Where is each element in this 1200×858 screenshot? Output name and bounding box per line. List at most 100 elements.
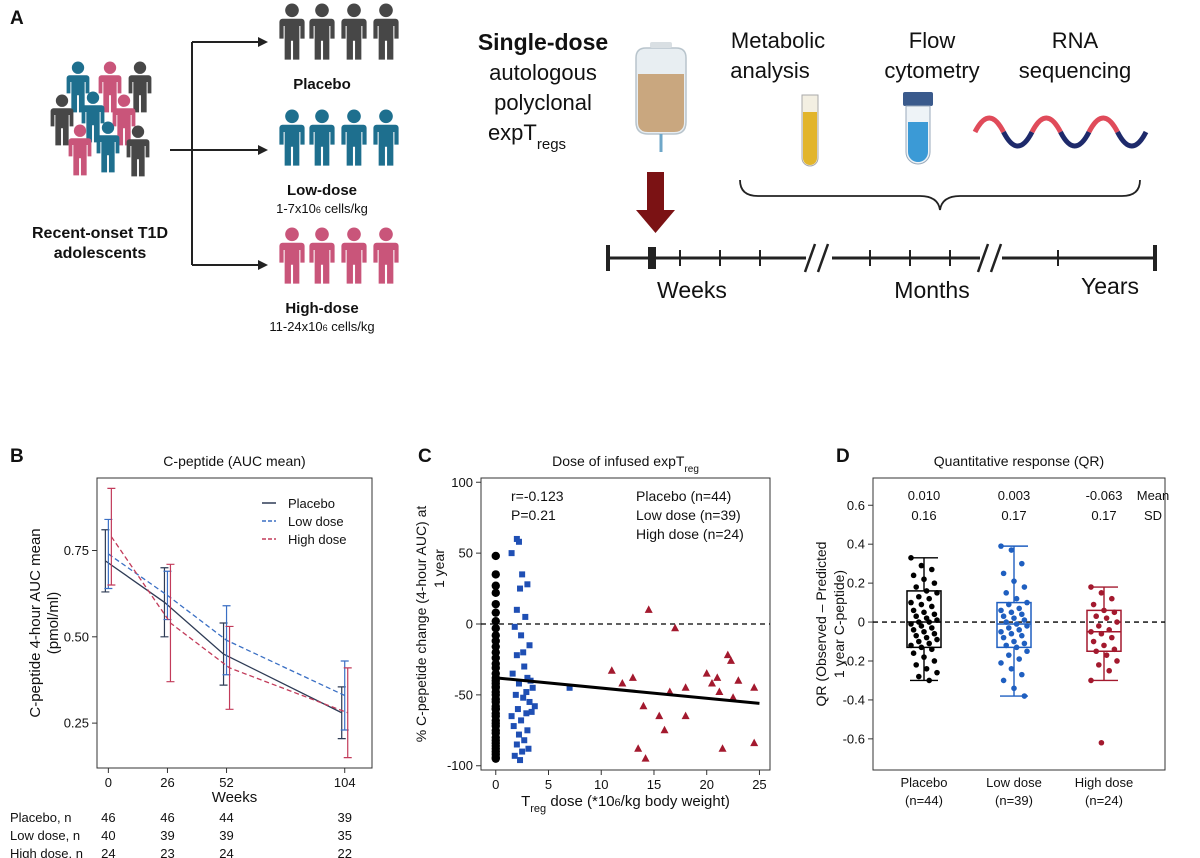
point [607,666,616,674]
person-body [98,75,122,113]
y-axis-label: (pmol/ml) [45,592,62,655]
point [908,555,914,561]
point [524,581,531,588]
point [491,624,500,633]
point [1098,630,1105,637]
legend-label: Placebo [288,496,335,511]
dose-arrow [636,172,675,233]
person-head [379,227,393,242]
point [566,684,573,691]
whisker [910,647,938,682]
point [1109,595,1115,602]
point [931,630,938,637]
point [515,538,522,545]
point [1093,648,1099,655]
y-tick-label: 0 [466,617,473,632]
point [644,605,653,613]
point [671,623,680,632]
text-part: dose (*10 [546,793,614,810]
point [491,616,500,626]
y-tick-label: -50 [454,687,473,702]
x-tick-label: 10 [594,777,608,792]
point [1003,590,1009,596]
point [729,693,738,701]
annotation-label: Mean [1137,488,1170,503]
whisker [1000,545,1028,603]
point [929,646,935,653]
point [929,625,935,631]
point [518,632,525,639]
point [908,642,914,649]
person-head [131,125,145,138]
point [511,623,518,630]
point [1000,613,1007,620]
point [1096,623,1102,629]
y-axis-label: C-peptide 4-hour AUC mean [27,528,44,717]
arrow-line [170,41,258,266]
person-head [86,91,100,104]
point [926,677,932,684]
x-tick-label: 5 [545,777,552,792]
x-tick-note: (n=24) [1085,793,1123,808]
point [921,628,927,635]
point [1006,625,1012,631]
arm-dose: 1-7x106 cells/kg [276,201,368,216]
y-tick-label: 100 [451,475,473,490]
point [634,744,643,752]
point [522,613,529,620]
point [641,754,650,762]
point [491,570,500,579]
point [512,691,519,698]
chart-title: Quantitative response (QR) [934,453,1104,469]
y-tick-label: 0.75 [64,543,89,558]
x-tick-label: Low dose [986,775,1042,790]
text-part: reg [684,464,698,475]
arrow-head [258,145,268,155]
x-tick-label: 0 [492,777,499,792]
point [1006,601,1012,608]
point [929,603,935,610]
point [681,711,690,720]
point [531,703,538,710]
point [518,717,525,724]
text-part: reg [530,803,546,815]
person-body [128,75,152,113]
text-part: 11-24x10 [269,319,322,334]
point [1024,623,1030,629]
table-row-label: High dose, n [10,846,83,858]
point [1021,693,1028,699]
point [491,581,500,590]
assay-label: cytometry [884,58,979,83]
text-part: expT [488,120,537,145]
assay-label: sequencing [1019,58,1132,83]
person-body [81,105,105,143]
treatment-text: autologous [489,60,597,85]
person-icon [279,227,305,284]
table-cell: 23 [160,846,174,858]
point [1003,619,1009,625]
point [1114,619,1120,625]
person-body [126,139,150,177]
text-part: cells/kg [328,319,375,334]
whisker [1090,586,1118,611]
arm-dose: 11-24x106 cells/kg [269,319,374,334]
point [1024,648,1030,655]
table-row-label: Low dose, n [10,828,80,843]
table-cell: 46 [101,810,115,825]
point [1019,632,1025,639]
plot-frame [872,477,1166,771]
x-tick-note: (n=44) [905,793,943,808]
point [1011,685,1017,692]
person-head [379,109,393,124]
person-body [309,124,335,166]
point [1098,590,1105,596]
point [513,741,520,748]
point [934,669,940,676]
person-body [279,18,305,60]
point [1000,634,1007,641]
text-part: Dose of infused expT [552,453,685,469]
point [998,660,1004,666]
treatment-text: polyclonal [494,90,592,115]
tube-cap [903,92,933,106]
